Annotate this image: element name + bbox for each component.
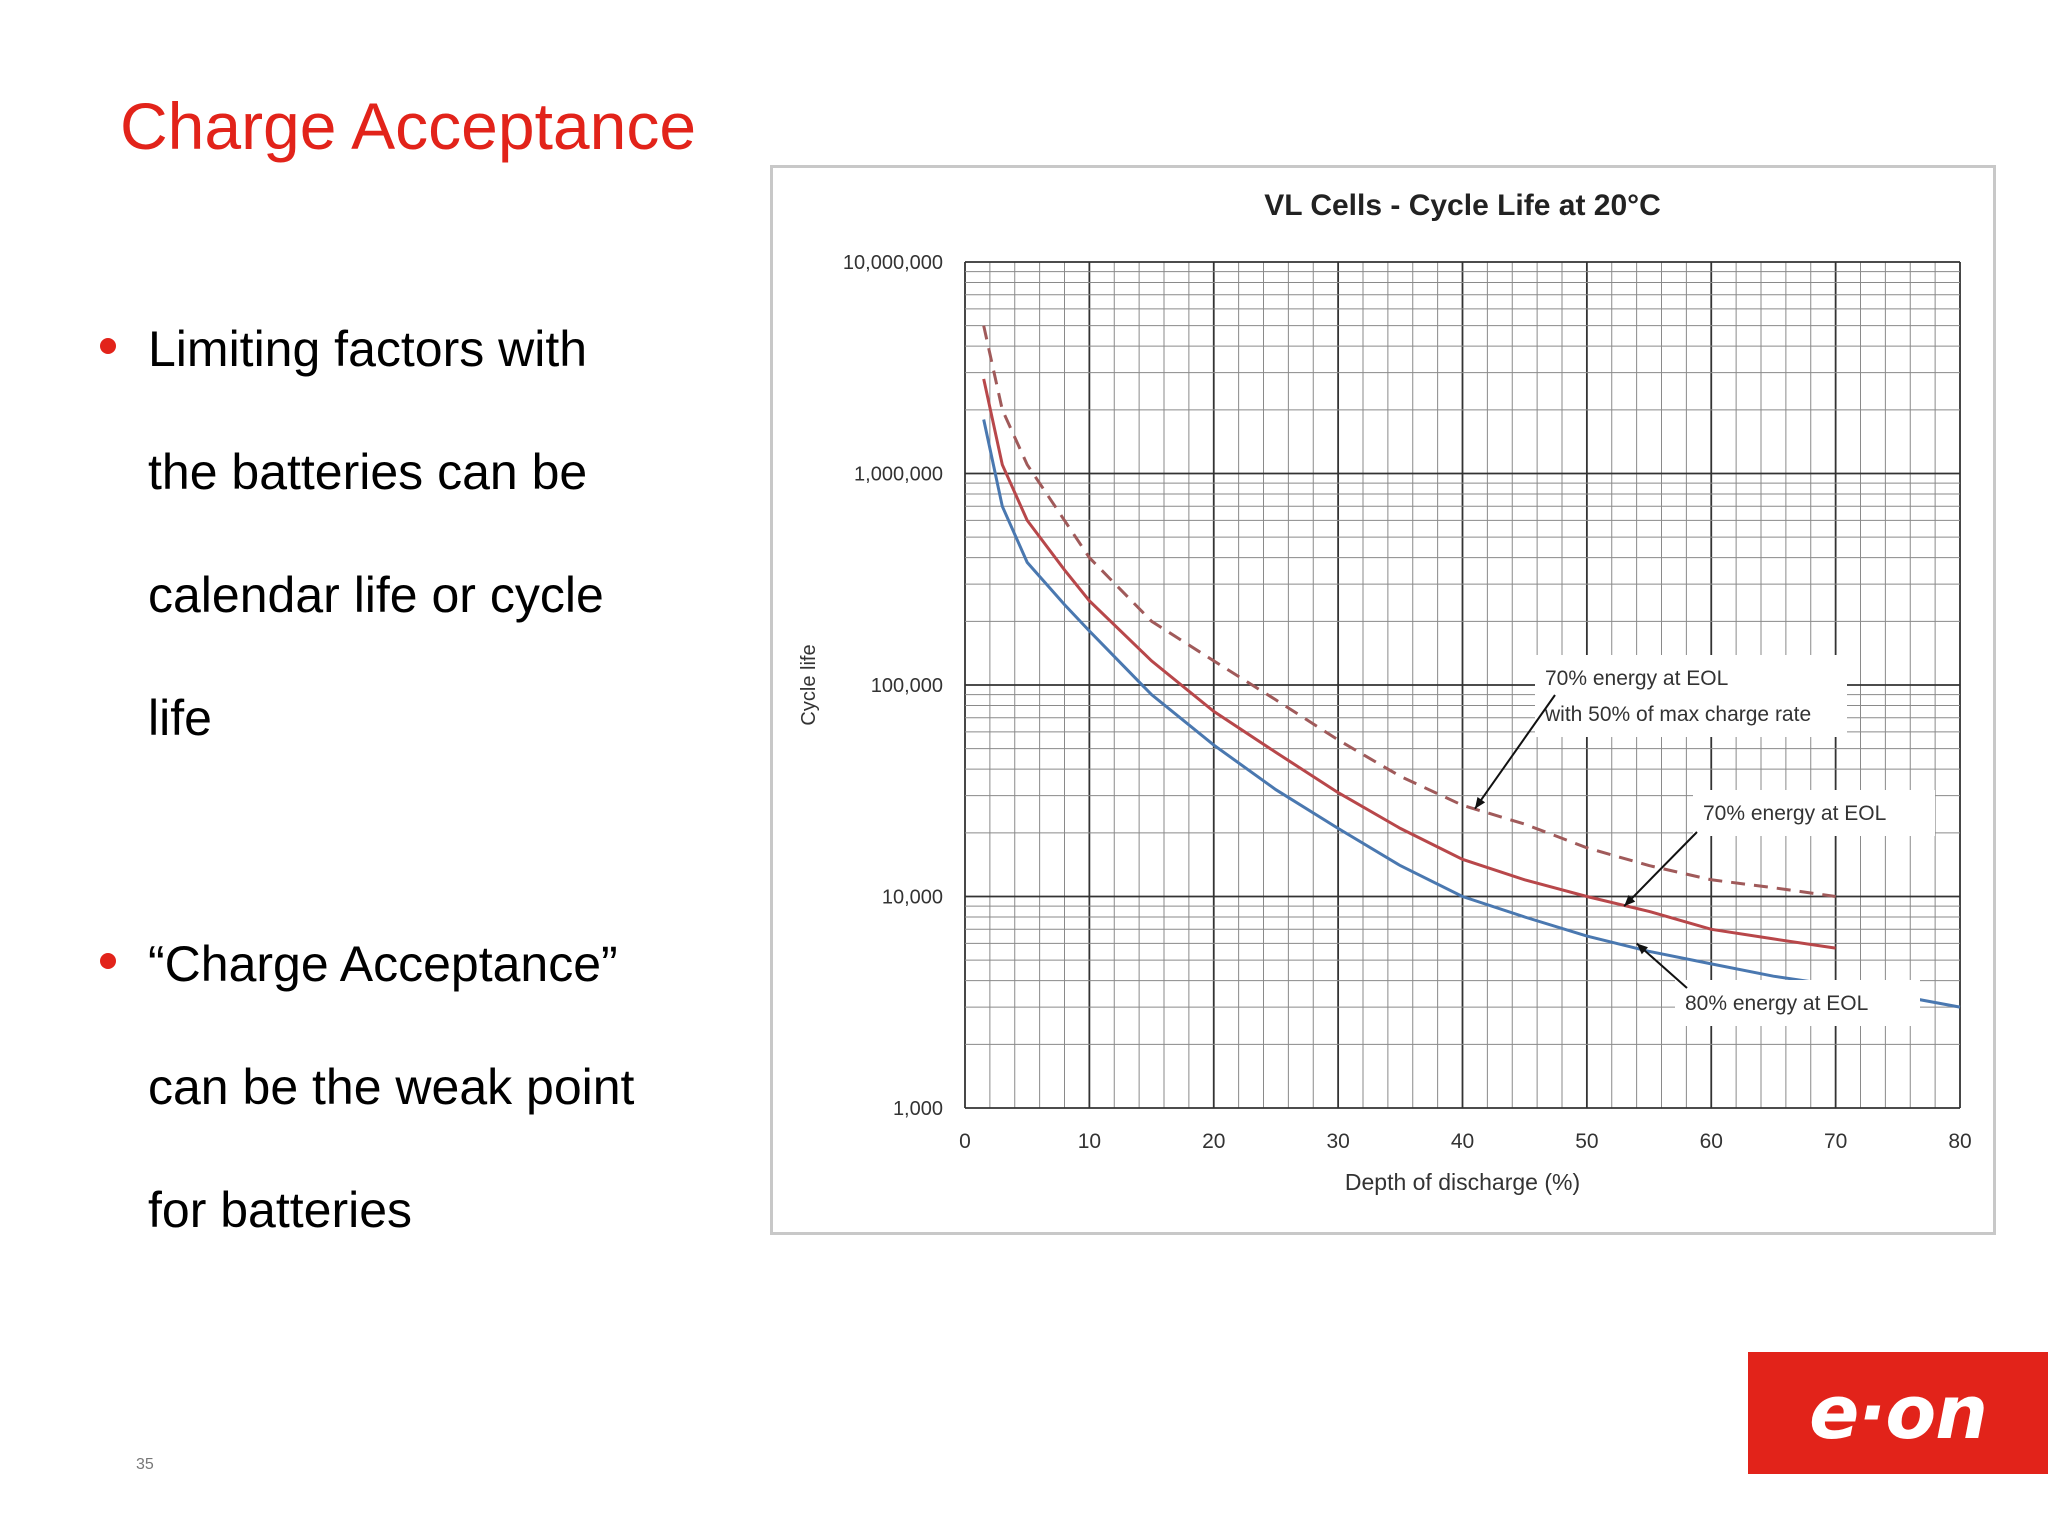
eon-logo-text: e·on [1809, 1370, 1988, 1456]
annotation-box [1675, 980, 1920, 1026]
bullet-line: the batteries can be [148, 444, 588, 500]
annotation-label: 80% energy at EOL [1685, 992, 1868, 1015]
annotation-label: 70% energy at EOL [1703, 802, 1886, 825]
series-line [982, 419, 1961, 1009]
y-tick-label: 10,000 [882, 887, 943, 909]
bullet-line: for batteries [148, 1182, 413, 1238]
annotation-arrow [1635, 942, 1688, 989]
eon-logo: e·on [1748, 1352, 2048, 1474]
annotation-label: 70% energy at EOL [1545, 667, 1728, 690]
x-tick-label: 50 [1575, 1130, 1598, 1153]
x-axis-label: Depth of discharge (%) [1345, 1169, 1580, 1195]
x-tick-label: 10 [1078, 1130, 1101, 1153]
series-line [982, 325, 1836, 898]
annotation-arrow [1474, 694, 1556, 810]
cycle-life-chart: VL Cells - Cycle Life at 20°C 1,000 10,000… [798, 189, 1972, 1195]
annotation-box [1535, 655, 1847, 737]
y-tick-label: 100,000 [871, 675, 943, 697]
slide-title: Charge Acceptance [120, 89, 697, 163]
bullet-line: can be the weak point [148, 1059, 635, 1115]
x-tick-label: 70 [1824, 1130, 1847, 1153]
bullet-dot-icon [100, 953, 116, 969]
chart-title: VL Cells - Cycle Life at 20°C [1264, 189, 1661, 222]
y-axis-label: Cycle life [798, 644, 820, 725]
annotation-arrowhead [1624, 895, 1636, 907]
x-tick-label: 40 [1451, 1130, 1474, 1153]
x-tick-label: 20 [1202, 1130, 1225, 1153]
bullet-line: calendar life or cycle [148, 567, 604, 623]
x-tick-label: 30 [1326, 1130, 1349, 1153]
bullet-line: Limiting factors with [148, 321, 588, 377]
bullet-line: life [148, 690, 212, 746]
y-tick-label: 1,000 [893, 1098, 943, 1120]
x-tick-label: 80 [1948, 1130, 1971, 1153]
annotation-box [1693, 790, 1935, 836]
page-number: 35 [136, 1456, 154, 1473]
bullet-line: “Charge Acceptance” [148, 936, 618, 992]
annotation-arrowhead [1636, 943, 1648, 955]
annotation-arrowhead [1474, 797, 1486, 809]
bullet-dot-icon [100, 338, 116, 354]
x-tick-label: 0 [959, 1130, 971, 1153]
series-line [982, 378, 1836, 950]
annotation-label: with 50% of max charge rate [1544, 703, 1811, 726]
x-tick-label: 60 [1700, 1130, 1723, 1153]
y-tick-label: 1,000,000 [854, 464, 943, 486]
y-tick-label: 10,000,000 [843, 252, 943, 274]
annotation-arrow [1623, 831, 1698, 907]
